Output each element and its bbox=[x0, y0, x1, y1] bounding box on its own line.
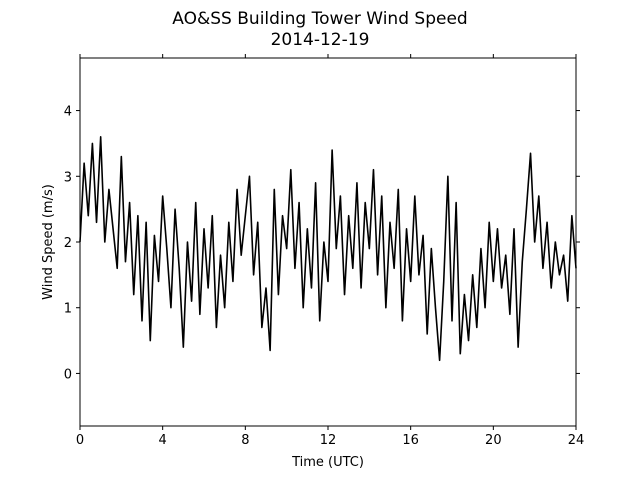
y-tick-label: 4 bbox=[64, 105, 72, 120]
x-axis-label: Time (UTC) bbox=[291, 455, 364, 470]
y-tick-label: 3 bbox=[64, 170, 72, 185]
y-tick-label: 2 bbox=[64, 236, 72, 251]
chart-subtitle: 2014-12-19 bbox=[271, 30, 370, 50]
y-axis-label: Wind Speed (m/s) bbox=[41, 184, 56, 300]
chart-title: AO&SS Building Tower Wind Speed bbox=[172, 9, 467, 29]
x-tick-label: 24 bbox=[568, 433, 585, 448]
x-tick-label: 4 bbox=[159, 433, 167, 448]
x-tick-label: 20 bbox=[485, 433, 502, 448]
x-tick-label: 8 bbox=[241, 433, 249, 448]
x-tick-label: 12 bbox=[320, 433, 337, 448]
data-line bbox=[79, 136, 577, 362]
y-tick-label: 0 bbox=[64, 367, 72, 382]
x-tick-label: 16 bbox=[402, 433, 419, 448]
plot-frame bbox=[79, 57, 577, 427]
y-tick-label: 1 bbox=[64, 302, 72, 317]
x-tick-label: 0 bbox=[76, 433, 84, 448]
